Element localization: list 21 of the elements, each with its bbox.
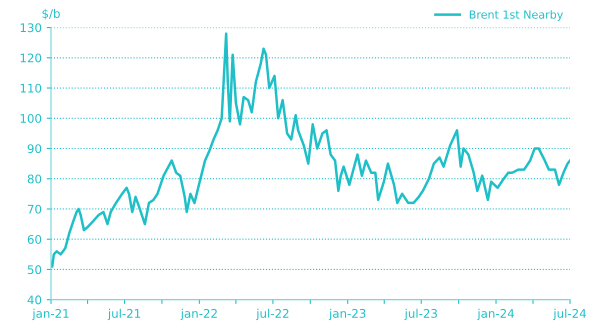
- x-tick-label: jul-23: [404, 308, 437, 320]
- x-tick-label: jan-24: [477, 308, 514, 320]
- x-tick-label: jul-21: [108, 308, 140, 320]
- y-axis-title: $/b: [42, 8, 60, 20]
- y-tick-label: 110: [20, 84, 42, 93]
- x-tick-label: jan-23: [328, 308, 366, 320]
- x-tick-label: jul-22: [256, 308, 288, 320]
- x-tick-label: jul-24: [553, 308, 586, 320]
- y-tick-label: 60: [28, 234, 42, 244]
- x-tick-label: jan-22: [180, 308, 217, 320]
- y-tick-label: 50: [28, 265, 42, 274]
- y-tick-label: 90: [28, 144, 42, 154]
- y-tick-label: 40: [28, 295, 42, 304]
- y-tick-label: 80: [28, 174, 42, 184]
- legend-label: Brent 1st Nearby: [470, 10, 563, 21]
- y-tick-label: 100: [20, 114, 42, 123]
- y-tick-label: 130: [20, 23, 42, 32]
- y-tick-label: 70: [28, 204, 42, 214]
- y-tick-label: 120: [20, 54, 42, 62]
- x-tick-label: jan-21: [32, 308, 69, 320]
- line-series: [51, 32, 570, 268]
